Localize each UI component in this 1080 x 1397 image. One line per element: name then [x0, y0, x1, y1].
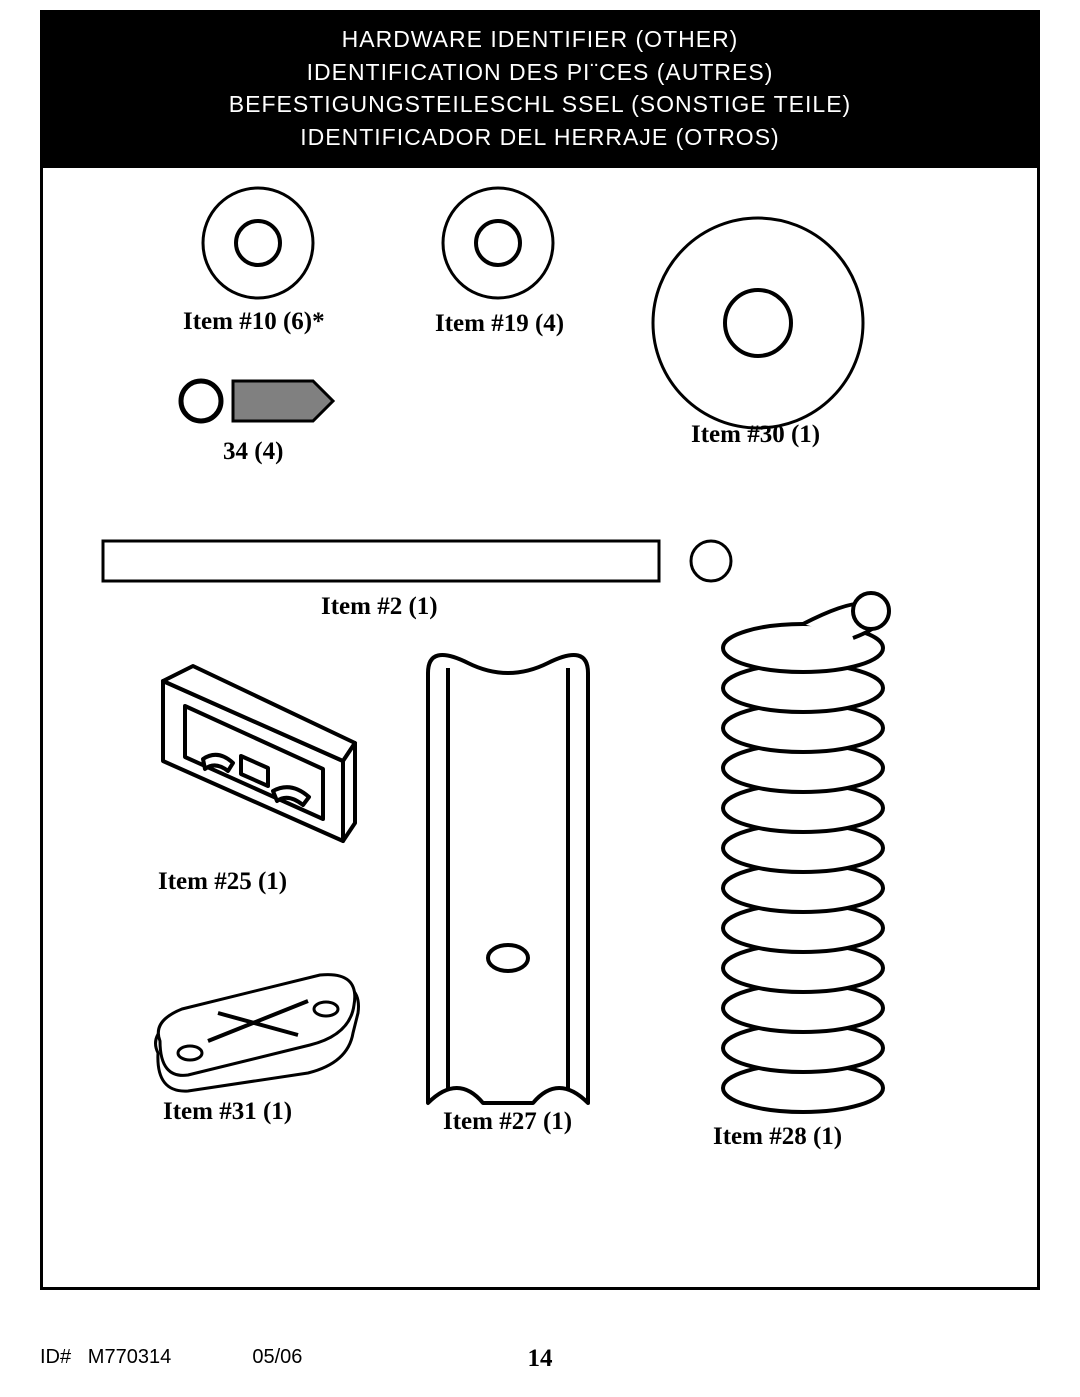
label-item-28: Item #28 (1) [713, 1123, 842, 1151]
label-item-25: Item #25 (1) [158, 868, 287, 896]
item-34-icon [173, 371, 353, 431]
content-frame: HARDWARE IDENTIFIER (OTHER) IDENTIFICATI… [40, 10, 1040, 1290]
label-item-10: Item #10 (6)* [183, 308, 325, 336]
label-item-30: Item #30 (1) [691, 421, 820, 449]
label-item-2: Item #2 (1) [321, 593, 438, 621]
footer-id-label: ID# [40, 1346, 71, 1368]
item-10-icon [198, 183, 318, 303]
title-es: IDENTIFICADOR DEL HERRAJE (OTROS) [43, 121, 1037, 154]
page-number: 14 [528, 1345, 553, 1373]
label-item-34: 34 (4) [223, 438, 283, 466]
item-31-icon [138, 963, 368, 1103]
item-27-icon [418, 638, 598, 1118]
title-fr: IDENTIFICATION DES PI¨CES (AUTRES) [43, 56, 1037, 89]
footer-date: 05/06 [252, 1346, 302, 1368]
title-en: HARDWARE IDENTIFIER (OTHER) [43, 23, 1037, 56]
item-30-icon [648, 213, 868, 433]
title-de: BEFESTIGUNGSTEILESCHL SSEL (SONSTIGE TEI… [43, 88, 1037, 121]
item-19-icon [438, 183, 558, 303]
header-block: HARDWARE IDENTIFIER (OTHER) IDENTIFICATI… [43, 13, 1037, 168]
item-28-icon [703, 563, 903, 1123]
footer: ID# M770314 05/06 14 [40, 1346, 1040, 1369]
label-item-31: Item #31 (1) [163, 1098, 292, 1126]
footer-id-value: M770314 [88, 1346, 171, 1368]
label-item-19: Item #19 (4) [435, 310, 564, 338]
page: HARDWARE IDENTIFIER (OTHER) IDENTIFICATI… [0, 0, 1080, 1397]
item-25-icon [133, 641, 363, 871]
item-2-icon [101, 533, 741, 593]
label-item-27: Item #27 (1) [443, 1108, 572, 1136]
